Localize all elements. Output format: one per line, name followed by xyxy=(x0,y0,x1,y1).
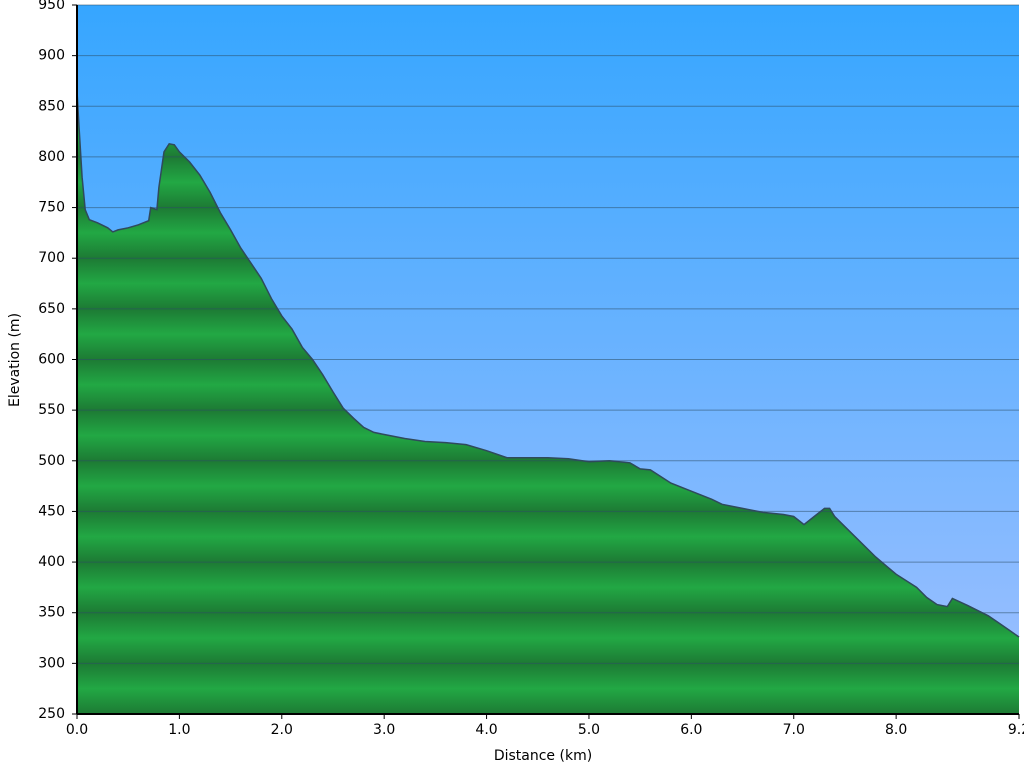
y-axis-label: Elevation (m) xyxy=(7,313,23,407)
y-tick-label: 600 xyxy=(38,352,65,368)
y-tick-label: 250 xyxy=(38,706,65,722)
x-tick-label: 8.0 xyxy=(885,722,907,738)
y-tick-label: 750 xyxy=(38,200,65,216)
y-tick-label: 900 xyxy=(38,48,65,64)
y-tick-label: 550 xyxy=(38,402,65,418)
y-tick-label: 850 xyxy=(38,98,65,114)
x-tick-label: 3.0 xyxy=(373,722,395,738)
x-tick-label: 7.0 xyxy=(783,722,805,738)
x-tick-label: 0.0 xyxy=(66,722,88,738)
y-tick-label: 450 xyxy=(38,503,65,519)
x-tick-label: 2.0 xyxy=(271,722,293,738)
elevation-area xyxy=(77,91,1019,715)
y-tick-label: 500 xyxy=(38,453,65,469)
x-tick-label: 1.0 xyxy=(168,722,190,738)
x-axis-label: Distance (km) xyxy=(494,748,592,764)
y-tick-label: 400 xyxy=(38,554,65,570)
x-tick-label: 5.0 xyxy=(578,722,600,738)
y-tick-label: 800 xyxy=(38,149,65,165)
x-tick-label: 6.0 xyxy=(680,722,702,738)
y-tick-label: 350 xyxy=(38,605,65,621)
y-tick-label: 950 xyxy=(38,0,65,13)
x-tick-label: 4.0 xyxy=(475,722,497,738)
y-tick-label: 300 xyxy=(38,655,65,671)
x-tick-label: 9.2 xyxy=(1008,722,1024,738)
y-tick-label: 650 xyxy=(38,301,65,317)
y-tick-label: 700 xyxy=(38,250,65,266)
elevation-line xyxy=(76,91,1020,638)
